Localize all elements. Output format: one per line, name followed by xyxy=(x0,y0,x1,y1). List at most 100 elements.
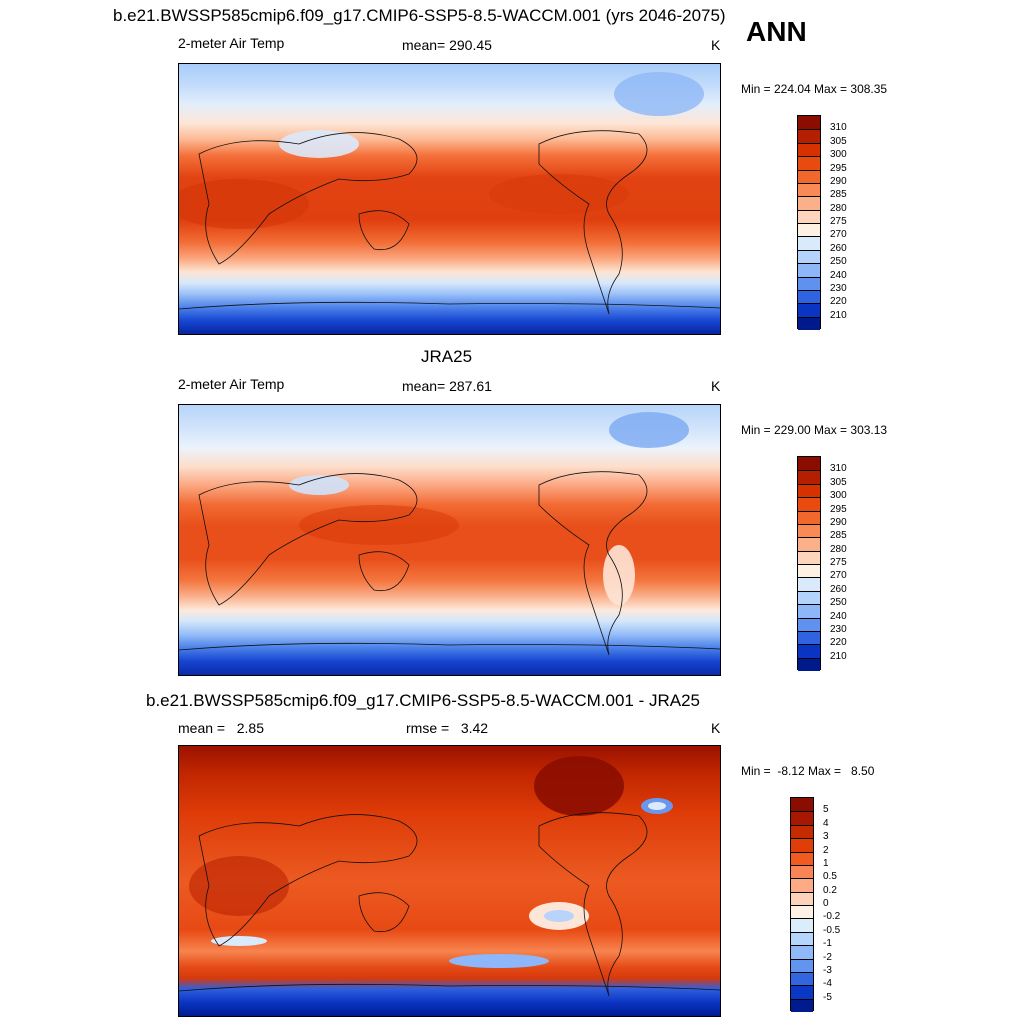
colorbar-swatch xyxy=(798,182,820,197)
colorbar-swatch xyxy=(798,617,820,631)
colorbar-tick-label: 285 xyxy=(830,189,847,201)
colorbar-tick-label: 5 xyxy=(823,804,829,816)
colorbar-swatch xyxy=(798,209,820,223)
panel3-colorbar-boxes xyxy=(790,797,814,1012)
colorbar-swatch xyxy=(798,483,820,498)
colorbar-swatch xyxy=(798,497,820,511)
panel3-rmse: rmse = 3.42 xyxy=(406,720,489,736)
panel2-minmax: Min = 229.00 Max = 303.13 xyxy=(741,423,888,437)
colorbar-swatch xyxy=(791,838,813,852)
colorbar-swatch xyxy=(791,985,813,999)
colorbar-swatch xyxy=(798,523,820,538)
colorbar-swatch xyxy=(791,824,813,839)
colorbar-tick-label: 1 xyxy=(823,857,829,869)
colorbar-swatch xyxy=(798,129,820,143)
colorbar-tick-label: 300 xyxy=(830,149,847,161)
colorbar-tick-label: 275 xyxy=(830,216,847,227)
colorbar-swatch xyxy=(798,550,820,564)
colorbar-tick-label: 2 xyxy=(823,844,829,856)
colorbar-swatch xyxy=(798,457,820,471)
colorbar-swatch xyxy=(798,116,820,130)
colorbar-tick-label: 0.2 xyxy=(823,884,837,896)
colorbar-swatch xyxy=(791,891,813,905)
colorbar-swatch xyxy=(798,249,820,264)
colorbar-tick-label: 270 xyxy=(830,570,847,582)
colorbar-swatch xyxy=(798,303,820,317)
colorbar-swatch xyxy=(798,169,820,183)
panel2-variable: 2-meter Air Temp xyxy=(178,376,285,392)
panel2-title: JRA25 xyxy=(421,347,473,366)
colorbar-tick-label: 275 xyxy=(830,557,847,568)
colorbar-swatch xyxy=(798,577,820,591)
colorbar-swatch xyxy=(791,945,813,959)
colorbar-swatch xyxy=(798,510,820,524)
colorbar-tick-label: 0.5 xyxy=(823,871,837,883)
colorbar-swatch xyxy=(798,196,820,210)
panel1-minmax: Min = 224.04 Max = 308.35 xyxy=(741,82,888,96)
colorbar-tick-label: -1 xyxy=(823,938,832,950)
colorbar-swatch xyxy=(791,878,813,892)
season-label: ANN xyxy=(746,16,807,47)
colorbar-tick-label: 285 xyxy=(830,530,847,542)
panel1-map xyxy=(178,63,721,335)
colorbar-tick-label: 3 xyxy=(823,831,829,843)
colorbar-tick-label: 250 xyxy=(830,597,847,609)
colorbar-swatch xyxy=(791,864,813,879)
colorbar-swatch xyxy=(798,657,820,671)
colorbar-tick-label: 220 xyxy=(830,637,847,649)
colorbar-tick-label: 295 xyxy=(830,503,847,515)
colorbar-tick-label: -3 xyxy=(823,964,832,976)
colorbar-tick-label: 260 xyxy=(830,242,847,254)
colorbar-swatch xyxy=(798,470,820,484)
panel2-map xyxy=(178,404,721,676)
panel3-units: K xyxy=(711,720,721,736)
colorbar-tick-label: 210 xyxy=(830,309,847,321)
colorbar-swatch xyxy=(798,604,820,618)
colorbar-swatch xyxy=(798,236,820,250)
panel3-map xyxy=(178,745,721,1017)
colorbar-swatch xyxy=(798,263,820,277)
panel3-minmax: Min = -8.12 Max = 8.50 xyxy=(741,764,875,778)
colorbar-swatch xyxy=(798,276,820,290)
colorbar-tick-label: 290 xyxy=(830,175,847,187)
panel1-variable: 2-meter Air Temp xyxy=(178,35,285,51)
colorbar-tick-label: 280 xyxy=(830,202,847,214)
panel1-colorbar-boxes xyxy=(797,115,821,330)
colorbar-tick-label: 290 xyxy=(830,516,847,528)
panel2-colorbar-boxes xyxy=(797,456,821,671)
colorbar-tick-label: 240 xyxy=(830,610,847,622)
colorbar-tick-label: 310 xyxy=(830,463,847,475)
colorbar-tick-label: 230 xyxy=(830,623,847,635)
colorbar-tick-label: 250 xyxy=(830,256,847,268)
colorbar-tick-label: 295 xyxy=(830,162,847,174)
colorbar-tick-label: -2 xyxy=(823,951,832,963)
colorbar-swatch xyxy=(798,316,820,330)
colorbar-swatch xyxy=(798,644,820,658)
colorbar-swatch xyxy=(791,905,813,919)
panel2-mean: mean= 287.61 xyxy=(402,378,492,394)
colorbar-tick-label: -4 xyxy=(823,978,832,990)
colorbar-swatch xyxy=(791,918,813,932)
colorbar-tick-label: 260 xyxy=(830,583,847,595)
colorbar-tick-label: 240 xyxy=(830,269,847,281)
colorbar-swatch xyxy=(798,289,820,304)
panel3-mean: mean = 2.85 xyxy=(178,720,265,736)
colorbar-swatch xyxy=(791,798,813,812)
colorbar-tick-label: 305 xyxy=(830,135,847,147)
colorbar-tick-label: -5 xyxy=(823,991,832,1003)
colorbar-tick-label: 230 xyxy=(830,282,847,294)
panel1-title: b.e21.BWSSP585cmip6.f09_g17.CMIP6-SSP5-8… xyxy=(113,6,726,25)
colorbar-swatch xyxy=(798,537,820,551)
colorbar-tick-label: 220 xyxy=(830,296,847,308)
colorbar-tick-label: -0.5 xyxy=(823,924,841,936)
colorbar-swatch xyxy=(798,223,820,237)
colorbar-swatch xyxy=(791,958,813,972)
panel3-title: b.e21.BWSSP585cmip6.f09_g17.CMIP6-SSP5-8… xyxy=(146,691,701,710)
colorbar-tick-label: 280 xyxy=(830,543,847,555)
colorbar-swatch xyxy=(791,811,813,825)
colorbar-swatch xyxy=(791,971,813,986)
panel2-units: K xyxy=(711,378,721,394)
colorbar-swatch xyxy=(798,590,820,605)
colorbar-swatch xyxy=(798,142,820,157)
colorbar-tick-label: 310 xyxy=(830,122,847,134)
